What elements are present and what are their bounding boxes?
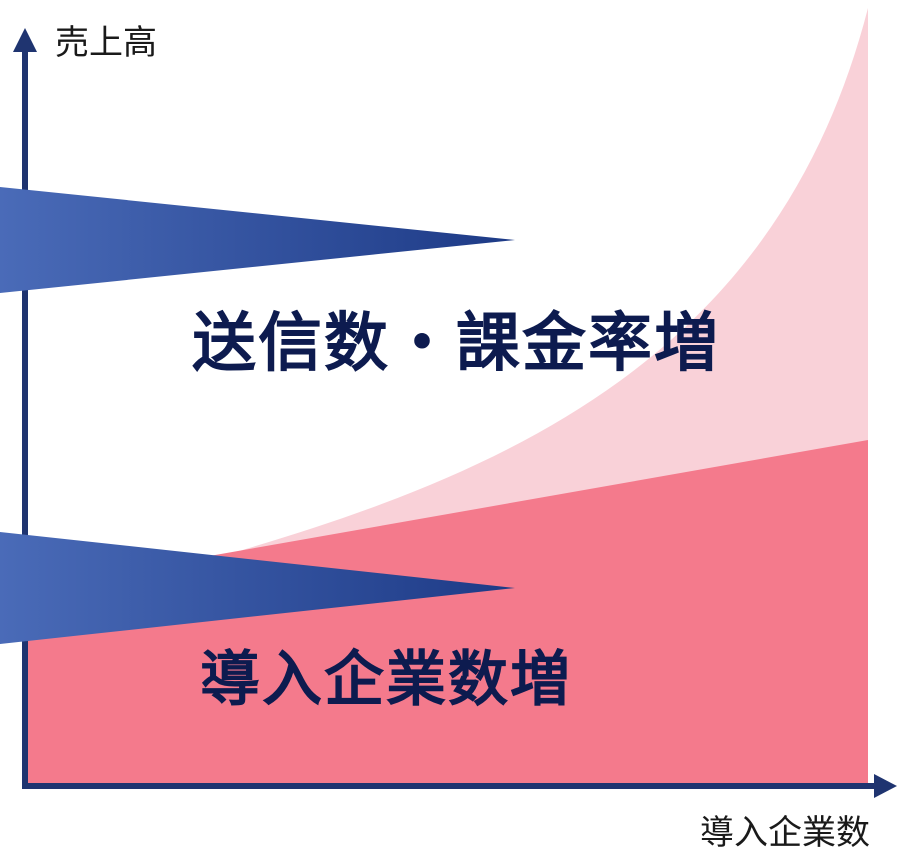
exponential-growth-area (28, 8, 868, 612)
y-axis-label: 売上高 (55, 23, 157, 63)
upper-wedge (0, 187, 515, 293)
base-area (28, 612, 868, 784)
x-axis-label: 導入企業数 (700, 813, 870, 853)
lower-region-title: 導入企業数増 (200, 645, 572, 715)
y-axis-arrow-icon (13, 28, 37, 52)
lower-wedge (0, 532, 515, 644)
x-axis-arrow-icon (874, 774, 897, 798)
upper-region-title: 送信数・課金率増 (192, 307, 720, 381)
